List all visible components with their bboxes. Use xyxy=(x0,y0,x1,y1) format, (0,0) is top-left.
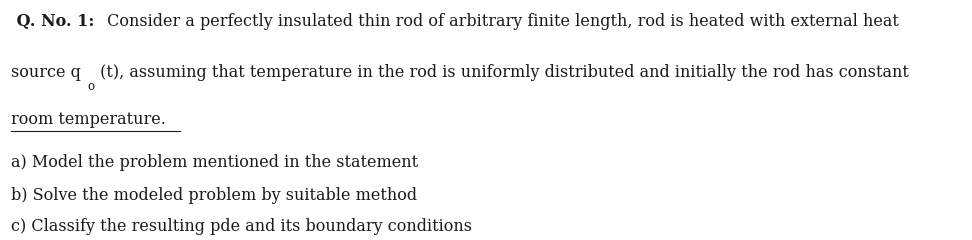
Text: c) Classify the resulting pde and its boundary conditions: c) Classify the resulting pde and its bo… xyxy=(12,218,472,235)
Text: Consider a perfectly insulated thin rod of arbitrary finite length, rod is heate: Consider a perfectly insulated thin rod … xyxy=(102,13,899,30)
Text: o: o xyxy=(87,80,94,93)
Text: source q: source q xyxy=(12,64,81,81)
Text: a) Model the problem mentioned in the statement: a) Model the problem mentioned in the st… xyxy=(12,154,418,171)
Text: room temperature.: room temperature. xyxy=(12,111,166,128)
Text: Q. No. 1:: Q. No. 1: xyxy=(12,13,94,30)
Text: (t), assuming that temperature in the rod is uniformly distributed and initially: (t), assuming that temperature in the ro… xyxy=(95,64,909,81)
Text: b) Solve the modeled problem by suitable method: b) Solve the modeled problem by suitable… xyxy=(12,187,417,204)
